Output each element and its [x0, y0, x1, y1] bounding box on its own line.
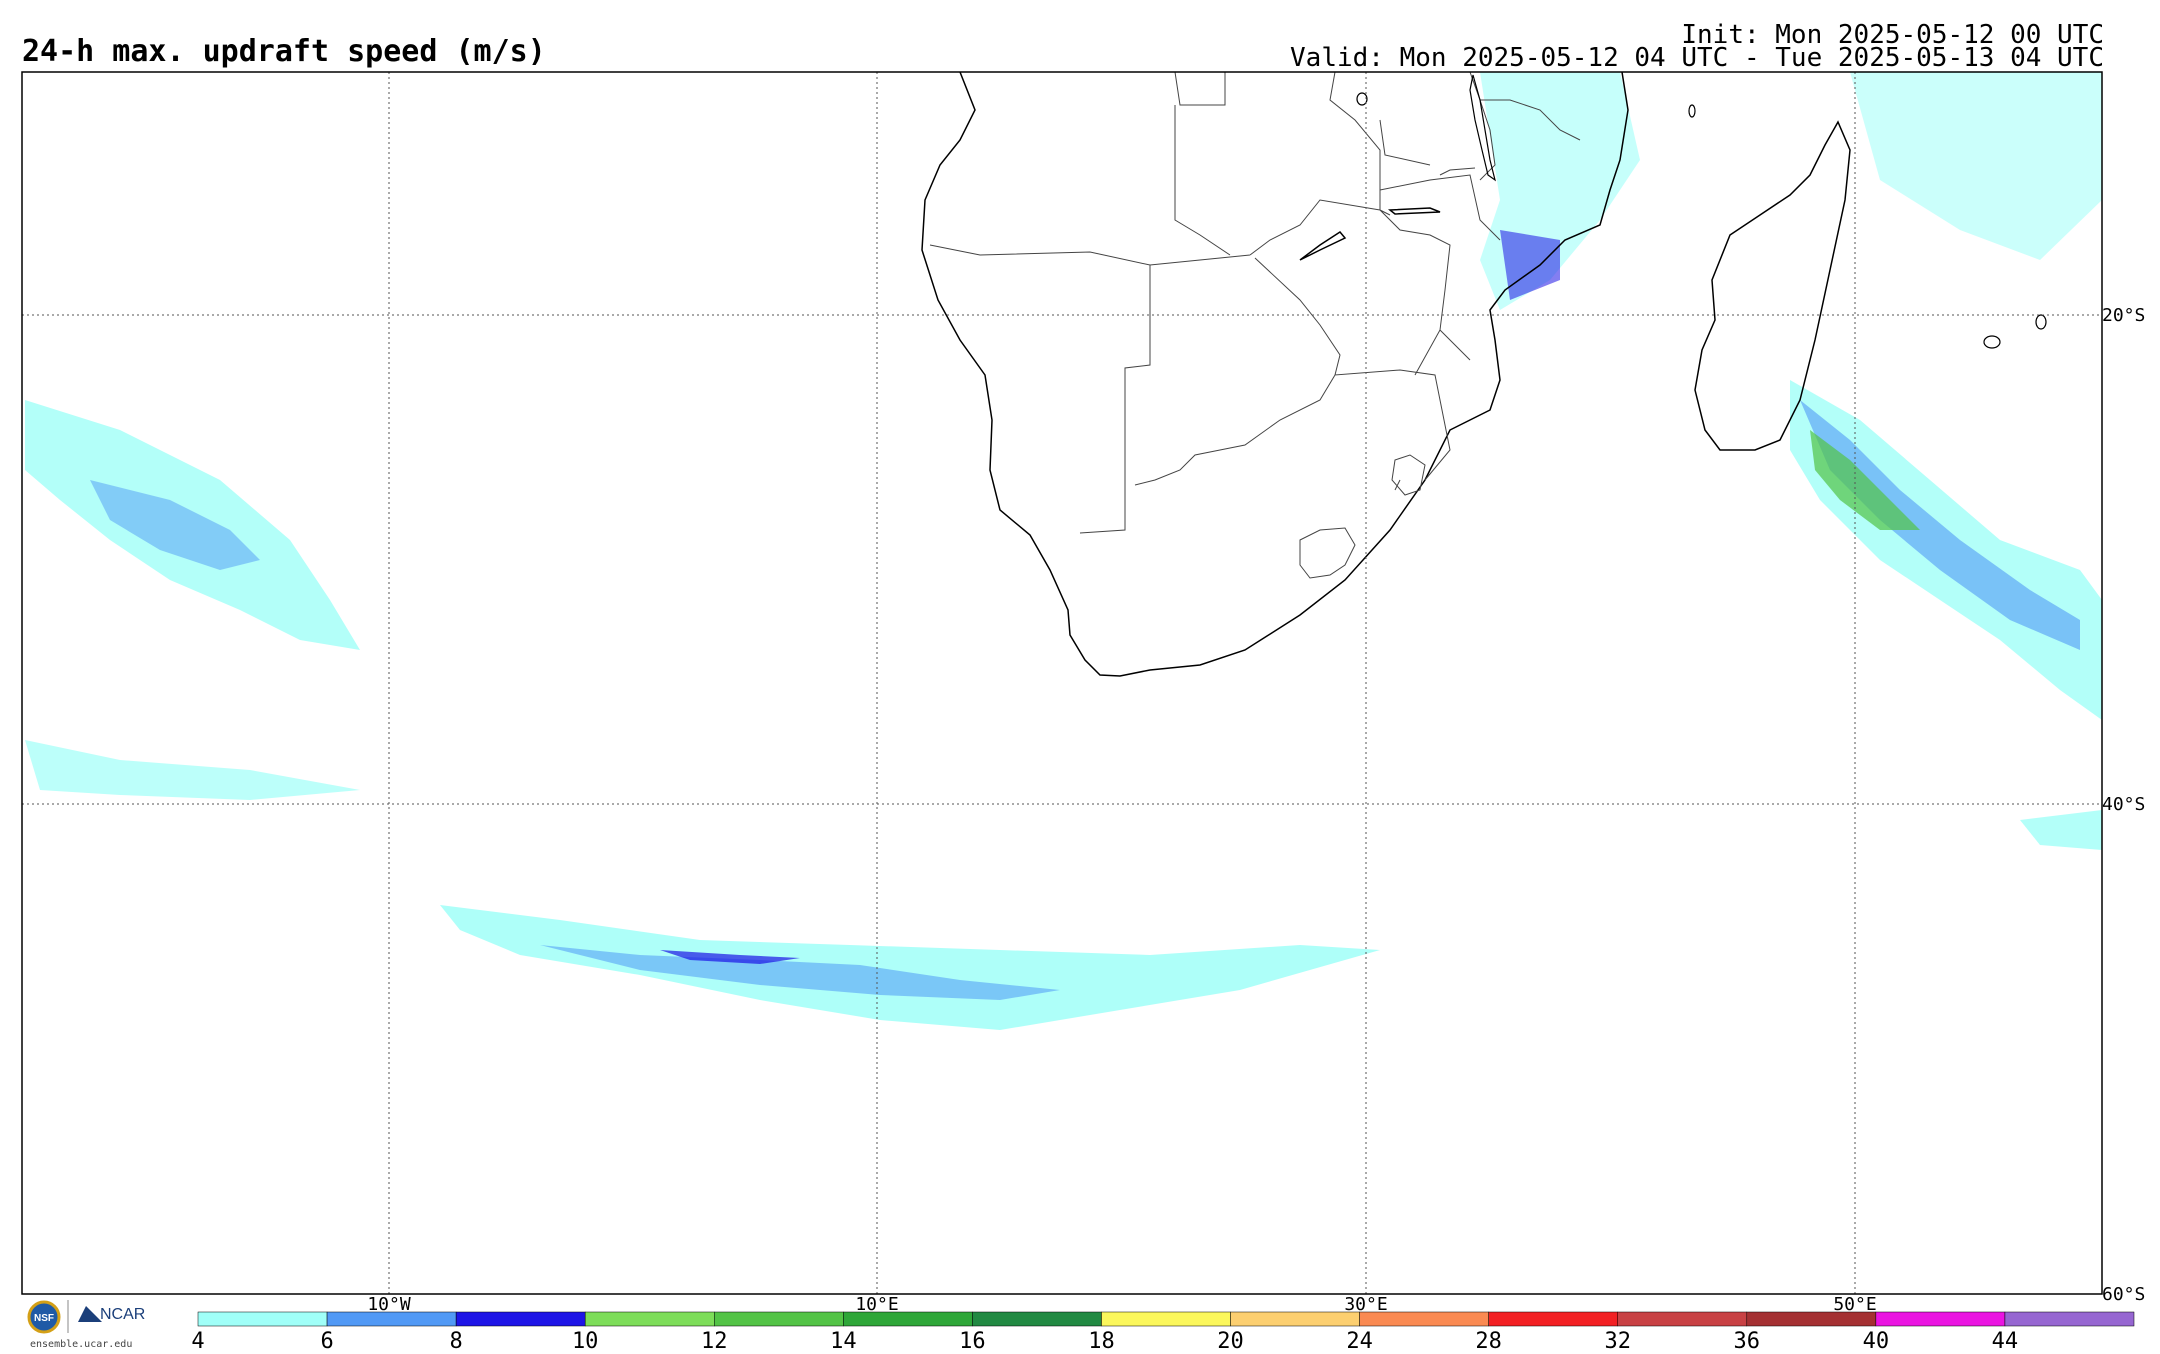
island-reunion: [1983, 335, 2001, 349]
init-time: Init: Mon 2025-05-12 00 UTC: [1681, 20, 2104, 50]
island-mayotte: [1688, 104, 1696, 118]
updraft-core-south-atlantic: [540, 945, 1060, 1000]
colorbar-swatch: [1746, 1311, 1877, 1327]
colorbar-swatch: [1488, 1311, 1618, 1327]
eswatini-border: [1391, 454, 1426, 496]
colorbar-tick-label: 36: [1734, 1329, 1761, 1354]
updraft-streak-south-atlantic: [660, 950, 800, 964]
madagascar-coastline: [1694, 120, 1851, 451]
colorbar-swatch: [1101, 1311, 1231, 1327]
lon-label-10e: 10°E: [855, 1294, 898, 1315]
colorbar-tick-label: 40: [1863, 1329, 1890, 1354]
lake-cahora-bassa: [1387, 207, 1441, 215]
colorbar-tick-label: 6: [320, 1329, 333, 1354]
updraft-core-mozambique: [1500, 230, 1560, 300]
colorbar-swatch: [1617, 1311, 1748, 1327]
colorbar: 4 6 8 10 12 14 16 18 20 24 28 32 36 40 44: [191, 1311, 2135, 1354]
nsf-logo-text: NSF: [34, 1313, 54, 1324]
colorbar-swatch: [1359, 1311, 1489, 1327]
colorbar-tick-label: 28: [1475, 1329, 1502, 1354]
colorbar-tick-label: 20: [1217, 1329, 1244, 1354]
lon-label-10w: 10°W: [367, 1294, 411, 1315]
colorbar-swatch: [1230, 1311, 1360, 1327]
footer-url: ensemble.ucar.edu: [30, 1339, 133, 1350]
colorbar-tick-label: 14: [830, 1329, 857, 1354]
ncar-logo-mark: [78, 1306, 102, 1322]
africa-coastline: [921, 72, 1629, 677]
ncar-logo-text: NCAR: [100, 1306, 146, 1323]
updraft-core-west: [90, 480, 260, 570]
colorbar-tick-label: 18: [1088, 1329, 1115, 1354]
country-borders: [929, 72, 1581, 534]
colorbar-tick-label: 10: [572, 1329, 599, 1354]
colorbar-swatch: [455, 1311, 586, 1327]
lake-kariba: [1299, 231, 1347, 261]
nsf-logo: NSF: [27, 1300, 61, 1334]
updraft-region-far-east-40s: [2020, 810, 2102, 850]
lat-label-60s: 60°S: [2102, 1284, 2145, 1305]
colorbar-swatch: [326, 1311, 457, 1327]
colorbar-swatch: [197, 1311, 328, 1327]
updraft-region-northeast: [1850, 72, 2102, 260]
valid-time: Valid: Mon 2025-05-12 04 UTC - Tue 2025-…: [1290, 43, 2104, 73]
colorbar-swatch: [843, 1311, 973, 1327]
colorbar-tick-label: 8: [450, 1329, 463, 1354]
lat-label-20s: 20°S: [2102, 305, 2145, 326]
colorbar-swatch: [972, 1311, 1102, 1327]
lesotho-border: [1299, 527, 1356, 579]
colorbar-tick-label: 24: [1346, 1329, 1373, 1354]
updraft-region-west-south: [25, 740, 360, 800]
colorbar-tick-label: 16: [959, 1329, 986, 1354]
lon-label-50e: 50°E: [1833, 1294, 1876, 1315]
updraft-region-south-atlantic: [440, 905, 1380, 1030]
island-mauritius: [2035, 314, 2047, 330]
colorbar-swatch: [584, 1311, 715, 1327]
colorbar-tick-label: 12: [701, 1329, 728, 1354]
colorbar-swatch: [714, 1311, 844, 1327]
updraft-core-indian-ocean: [1800, 400, 2080, 650]
colorbar-tick-label: 4: [191, 1329, 204, 1354]
map-title: 24-h max. updraft speed (m/s): [22, 34, 546, 69]
island-comoros: [1356, 92, 1368, 106]
updraft-shading: [25, 72, 2102, 1030]
updraft-green-indian-ocean: [1810, 430, 1920, 530]
lat-label-40s: 40°S: [2102, 794, 2145, 815]
lake-malawi: [1469, 74, 1496, 182]
graticule: [22, 72, 2102, 1294]
colorbar-swatch: [1875, 1311, 2006, 1327]
colorbar-tick-label: 44: [1992, 1329, 2019, 1354]
map-frame: [21, 71, 2103, 1295]
colorbar-tick-label: 32: [1604, 1329, 1631, 1354]
lon-label-30e: 30°E: [1344, 1294, 1387, 1315]
colorbar-swatch: [2004, 1311, 2135, 1327]
